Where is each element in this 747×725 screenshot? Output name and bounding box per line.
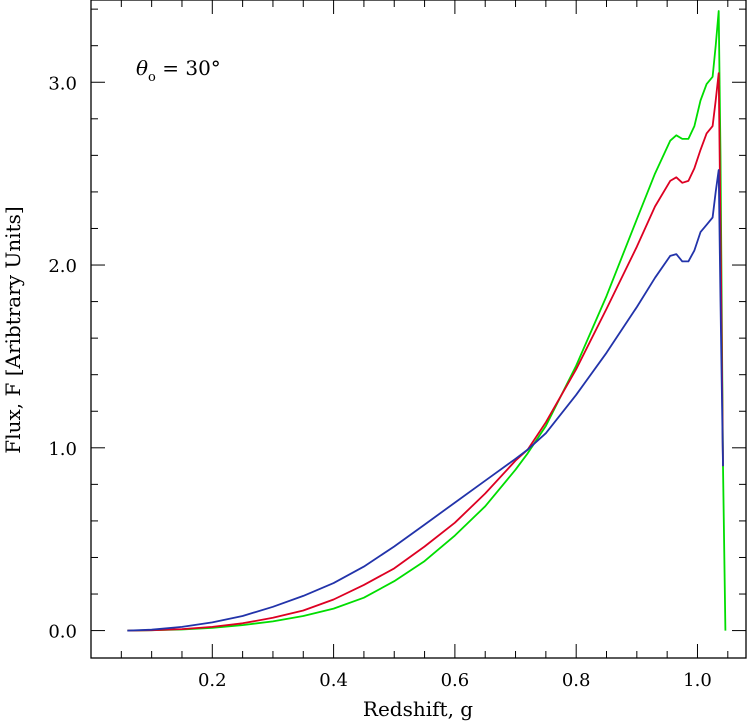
tick-labels: 0.2 0.4 0.6 0.8 1.0 0.0 1.0 2.0 3.0 (48, 73, 711, 691)
x-tick-label: 0.8 (562, 670, 591, 691)
y-tick-label: 2.0 (48, 256, 77, 277)
theta-value: = 30° (156, 56, 221, 80)
ticks (90, 0, 746, 658)
y-tick-label: 1.0 (48, 439, 77, 460)
theta-subscript: o (148, 70, 156, 85)
y-tick-label: 0.0 (48, 622, 77, 643)
theta-annotation: θo = 30° (136, 56, 221, 85)
x-tick-label: 0.4 (319, 670, 348, 691)
x-axis-title: Redshift, g (363, 697, 473, 721)
x-tick-label: 0.6 (441, 670, 470, 691)
y-tick-label: 3.0 (48, 73, 77, 94)
y-axis-title: Flux, F [Aribtrary Units] (1, 206, 25, 453)
x-tick-label: 0.2 (198, 670, 227, 691)
plot-frame (90, 0, 747, 659)
x-tick-label: 1.0 (683, 670, 712, 691)
series-line-3 (127, 169, 724, 632)
theta-symbol: θ (136, 56, 148, 80)
series-line-1 (127, 10, 727, 632)
series-line-2 (127, 72, 724, 632)
series-group (127, 10, 727, 632)
